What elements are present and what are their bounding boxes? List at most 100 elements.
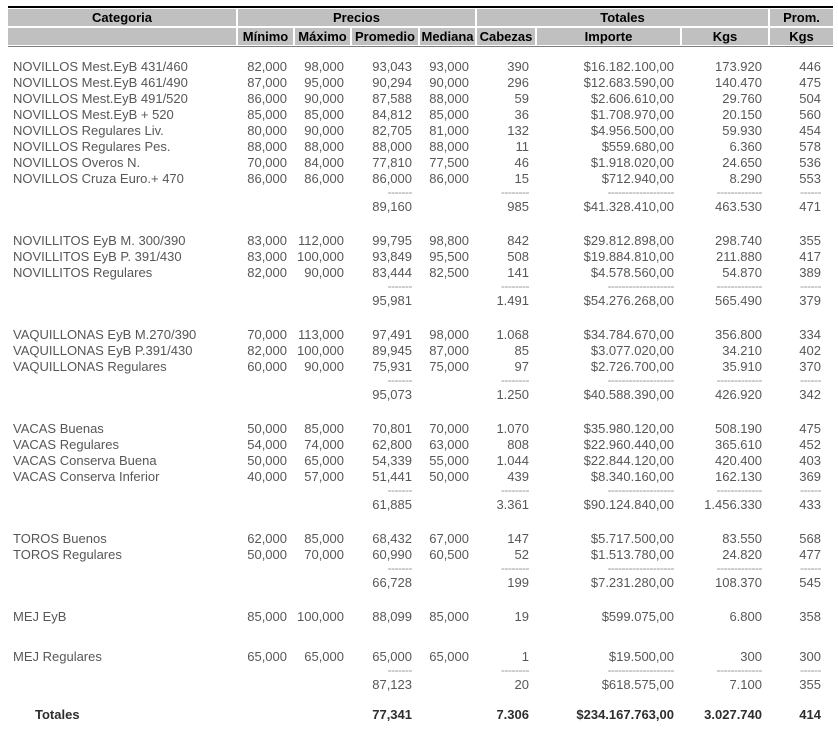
- cell-mediana: 93,000: [429, 59, 469, 74]
- cell-mediana: [420, 485, 477, 497]
- cell-importe: $19.500,00: [608, 649, 674, 664]
- cell-maximo: 112,000: [297, 233, 344, 248]
- cell-maximo: [295, 199, 352, 215]
- cell-categoria: NOVILLOS Overos N.: [13, 155, 141, 170]
- cell-categoria: NOVILLOS Mest.EyB 491/520: [13, 91, 188, 106]
- cell-prom-kgs: ------: [800, 187, 821, 199]
- cell-kgs: -------------: [716, 563, 763, 575]
- cell-kgs: 463.530: [715, 199, 762, 214]
- spacer: [8, 625, 833, 649]
- cell-minimo: [238, 575, 295, 591]
- cell-importe: $2.606.610,00: [590, 91, 674, 106]
- cell-maximo: 65,000: [304, 649, 344, 664]
- subtotal-row: 95,073 1.250 $40.588.390,00 426.920 342: [8, 387, 833, 403]
- cell-categoria: NOVILLOS Mest.EyB + 520: [13, 107, 174, 122]
- cell-maximo: [295, 677, 352, 693]
- cell-promedio: 54,339: [372, 453, 412, 468]
- cell-kgs: 356.800: [715, 327, 762, 342]
- cell-kgs: 565.490: [715, 293, 762, 308]
- cell-prom-kgs: 536: [799, 155, 821, 170]
- cell-maximo: 57,000: [304, 469, 344, 484]
- cell-prom-kgs: ------: [800, 563, 821, 575]
- cell-prom-kgs: 471: [799, 199, 821, 214]
- cell-cabezas: 132: [507, 123, 529, 138]
- cell-cabezas: 985: [507, 199, 529, 214]
- cell-categoria: [8, 563, 238, 575]
- cell-cabezas: --------: [501, 187, 529, 199]
- cell-maximo: 65,000: [304, 453, 344, 468]
- cell-prom-kgs: 369: [799, 469, 821, 484]
- cell-prom-kgs: 334: [799, 327, 821, 342]
- cell-mediana: [420, 293, 477, 309]
- cell-maximo: [295, 187, 352, 199]
- cell-promedio: 70,801: [372, 421, 412, 436]
- table-row: VACAS Conserva Inferior 40,000 57,000 51,44…: [8, 469, 833, 485]
- cell-mediana: 63,000: [429, 437, 469, 452]
- cell-promedio: 97,491: [372, 327, 412, 342]
- cell-prom-kgs: 414: [799, 707, 821, 722]
- cell-minimo: 54,000: [247, 437, 287, 452]
- cell-minimo: [238, 497, 295, 513]
- cell-importe: $54.276.268,00: [583, 293, 674, 308]
- cell-categoria: [8, 375, 238, 387]
- cell-mediana: [420, 575, 477, 591]
- subtotal-dashes-row: ------- -------- ------------------- ------…: [8, 375, 833, 387]
- cell-kgs: 7.100: [729, 677, 762, 692]
- table-row: TOROS Buenos 62,000 85,000 68,432 67,000 147 $…: [8, 531, 833, 547]
- cell-kgs: 108.370: [715, 575, 762, 590]
- cell-cabezas: 59: [514, 91, 529, 106]
- cell-promedio: 77,810: [372, 155, 412, 170]
- cell-promedio: 84,812: [372, 107, 412, 122]
- cell-promedio: 68,432: [372, 531, 412, 546]
- cell-cabezas: --------: [501, 281, 529, 293]
- cell-mediana: [420, 199, 477, 215]
- cell-cabezas: 390: [507, 59, 529, 74]
- cell-cabezas: 1: [521, 649, 529, 664]
- spacer: [8, 403, 833, 421]
- cell-cabezas: 11: [515, 139, 530, 154]
- header-group-prom: Prom.: [770, 9, 833, 26]
- cell-prom-kgs: 342: [799, 387, 821, 402]
- cell-maximo: 85,000: [304, 421, 344, 436]
- table-row: NOVILLOS Mest.EyB 431/460 82,000 98,000 93,…: [8, 59, 833, 75]
- header-cell-prom-kgs: Kgs: [770, 28, 833, 45]
- cell-mediana: [420, 387, 477, 403]
- cell-prom-kgs: 358: [799, 609, 821, 624]
- table-row: VAQUILLONAS Regulares 60,000 90,000 75,931 7…: [8, 359, 833, 375]
- cell-mediana: [420, 375, 477, 387]
- cell-minimo: [238, 707, 295, 723]
- cell-maximo: 70,000: [304, 547, 344, 562]
- header-cell-maximo: Máximo: [295, 28, 352, 45]
- cell-maximo: 95,000: [304, 75, 344, 90]
- cell-prom-kgs: ------: [800, 485, 821, 497]
- cell-maximo: 100,000: [297, 609, 344, 624]
- cell-maximo: 90,000: [304, 265, 344, 280]
- cell-importe: $12.683.590,00: [583, 75, 674, 90]
- cell-minimo: 40,000: [247, 469, 287, 484]
- cell-kgs: 29.760: [722, 91, 762, 106]
- cell-promedio: 93,849: [372, 249, 412, 264]
- cell-kgs: 20.150: [722, 107, 762, 122]
- cell-promedio: 61,885: [372, 497, 412, 512]
- cell-importe: $1.708.970,00: [590, 107, 674, 122]
- cell-categoria: NOVILLOS Cruza Euro.+ 470: [13, 171, 184, 186]
- cell-prom-kgs: ------: [800, 375, 821, 387]
- cell-mediana: 81,000: [429, 123, 469, 138]
- cell-minimo: [238, 485, 295, 497]
- cell-importe: $1.513.780,00: [590, 547, 674, 562]
- table-row: NOVILLOS Overos N. 70,000 84,000 77,810 77,5…: [8, 155, 833, 171]
- cell-prom-kgs: 553: [799, 171, 821, 186]
- cell-promedio: 95,981: [372, 293, 412, 308]
- cell-prom-kgs: 389: [799, 265, 821, 280]
- cell-minimo: 83,000: [247, 233, 287, 248]
- cell-promedio: 95,073: [372, 387, 412, 402]
- cell-promedio: 87,588: [372, 91, 412, 106]
- cell-cabezas: 141: [507, 265, 529, 280]
- cell-kgs: 365.610: [715, 437, 762, 452]
- header-cell-mediana: Mediana: [420, 28, 477, 45]
- cell-maximo: [295, 375, 352, 387]
- cell-importe: $1.918.020,00: [590, 155, 674, 170]
- cell-importe: $618.575,00: [601, 677, 674, 692]
- cell-prom-kgs: 370: [799, 359, 821, 374]
- subtotal-row: 95,981 1.491 $54.276.268,00 565.490 379: [8, 293, 833, 309]
